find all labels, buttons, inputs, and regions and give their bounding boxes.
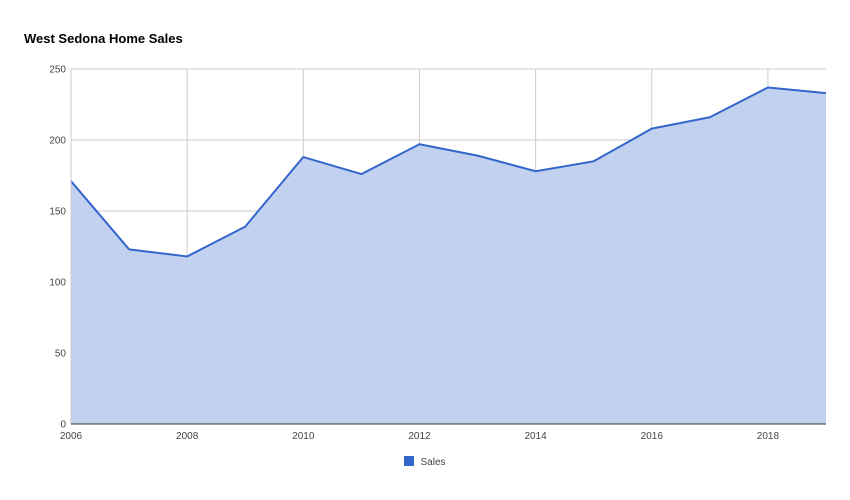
x-tick-label: 2010: [292, 431, 315, 442]
x-tick-label: 2016: [641, 431, 664, 442]
x-tick-label: 2006: [60, 431, 83, 442]
legend-swatch-sales: [404, 456, 415, 466]
series-line-sales: [70, 86, 827, 258]
x-tick-label: 2008: [176, 431, 199, 442]
legend-label-sales: Sales: [420, 457, 446, 468]
legend: Sales: [0, 456, 850, 468]
x-tick-label: 2012: [408, 431, 431, 442]
y-tick-label: 100: [49, 278, 66, 289]
chart-title: West Sedona Home Sales: [24, 31, 183, 46]
series-area-sales: [71, 87, 826, 425]
y-tick-label: 150: [49, 207, 66, 218]
x-tick-label: 2018: [757, 431, 780, 442]
x-tick-label: 2014: [524, 431, 547, 442]
y-tick-label: 0: [60, 420, 66, 431]
y-tick-label: 50: [55, 349, 67, 360]
y-tick-label: 250: [49, 65, 66, 76]
y-tick-label: 200: [49, 136, 66, 147]
